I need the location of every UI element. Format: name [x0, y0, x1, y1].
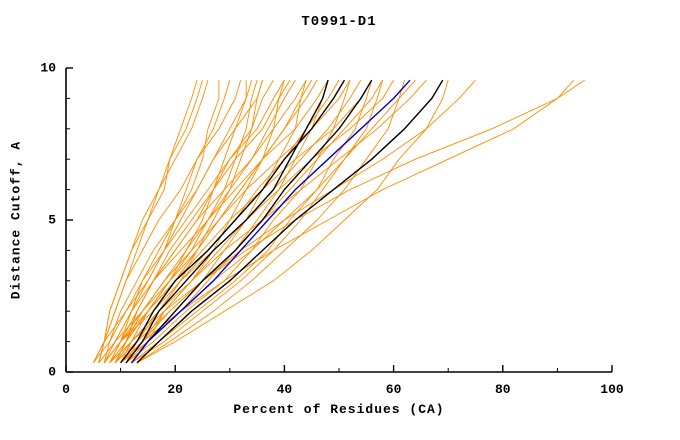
series-line-highlight-2 — [125, 79, 329, 364]
series-line-model-33 — [109, 79, 313, 364]
series-line-model-30 — [136, 80, 449, 364]
series-line-model-28 — [120, 79, 416, 364]
series-line-model-12 — [120, 80, 285, 364]
x-tick-label: 20 — [167, 382, 183, 397]
series-line-model-35 — [114, 79, 291, 364]
series-line-model-32 — [103, 80, 258, 364]
series-line-model-11 — [109, 79, 285, 364]
series-line-model-34 — [131, 80, 384, 364]
series-line-highlight-4 — [136, 79, 444, 364]
series-line-highlight-3 — [130, 79, 373, 364]
series-line-selected-model — [130, 79, 411, 364]
y-tick-label: 5 — [48, 212, 56, 228]
series-line-model-23 — [120, 79, 373, 364]
series-line-model-31 — [98, 80, 203, 363]
series-line-model-21 — [125, 80, 351, 364]
x-tick-label: 100 — [600, 382, 624, 397]
series-line-model-05 — [98, 80, 242, 363]
series-line-model-27 — [136, 80, 405, 364]
series-line-model-38 — [120, 79, 575, 364]
series-line-model-08 — [103, 80, 263, 363]
y-tick-label: 0 — [48, 364, 56, 380]
series-line-model-36 — [125, 79, 476, 364]
series-line-model-24 — [131, 80, 373, 364]
series-line-highlight-1 — [120, 79, 346, 364]
x-tick-label: 40 — [276, 382, 293, 397]
y-tick-label: 10 — [40, 60, 56, 76]
x-tick-label: 0 — [62, 382, 70, 397]
x-tick-label: 60 — [385, 382, 402, 397]
x-axis-label: Percent of Residues (CA) — [233, 402, 445, 417]
x-tick-label: 80 — [494, 382, 511, 397]
series-line-model-06 — [109, 80, 247, 364]
series-line-model-07 — [92, 80, 253, 364]
plot-title: T0991-D1 — [301, 14, 377, 30]
